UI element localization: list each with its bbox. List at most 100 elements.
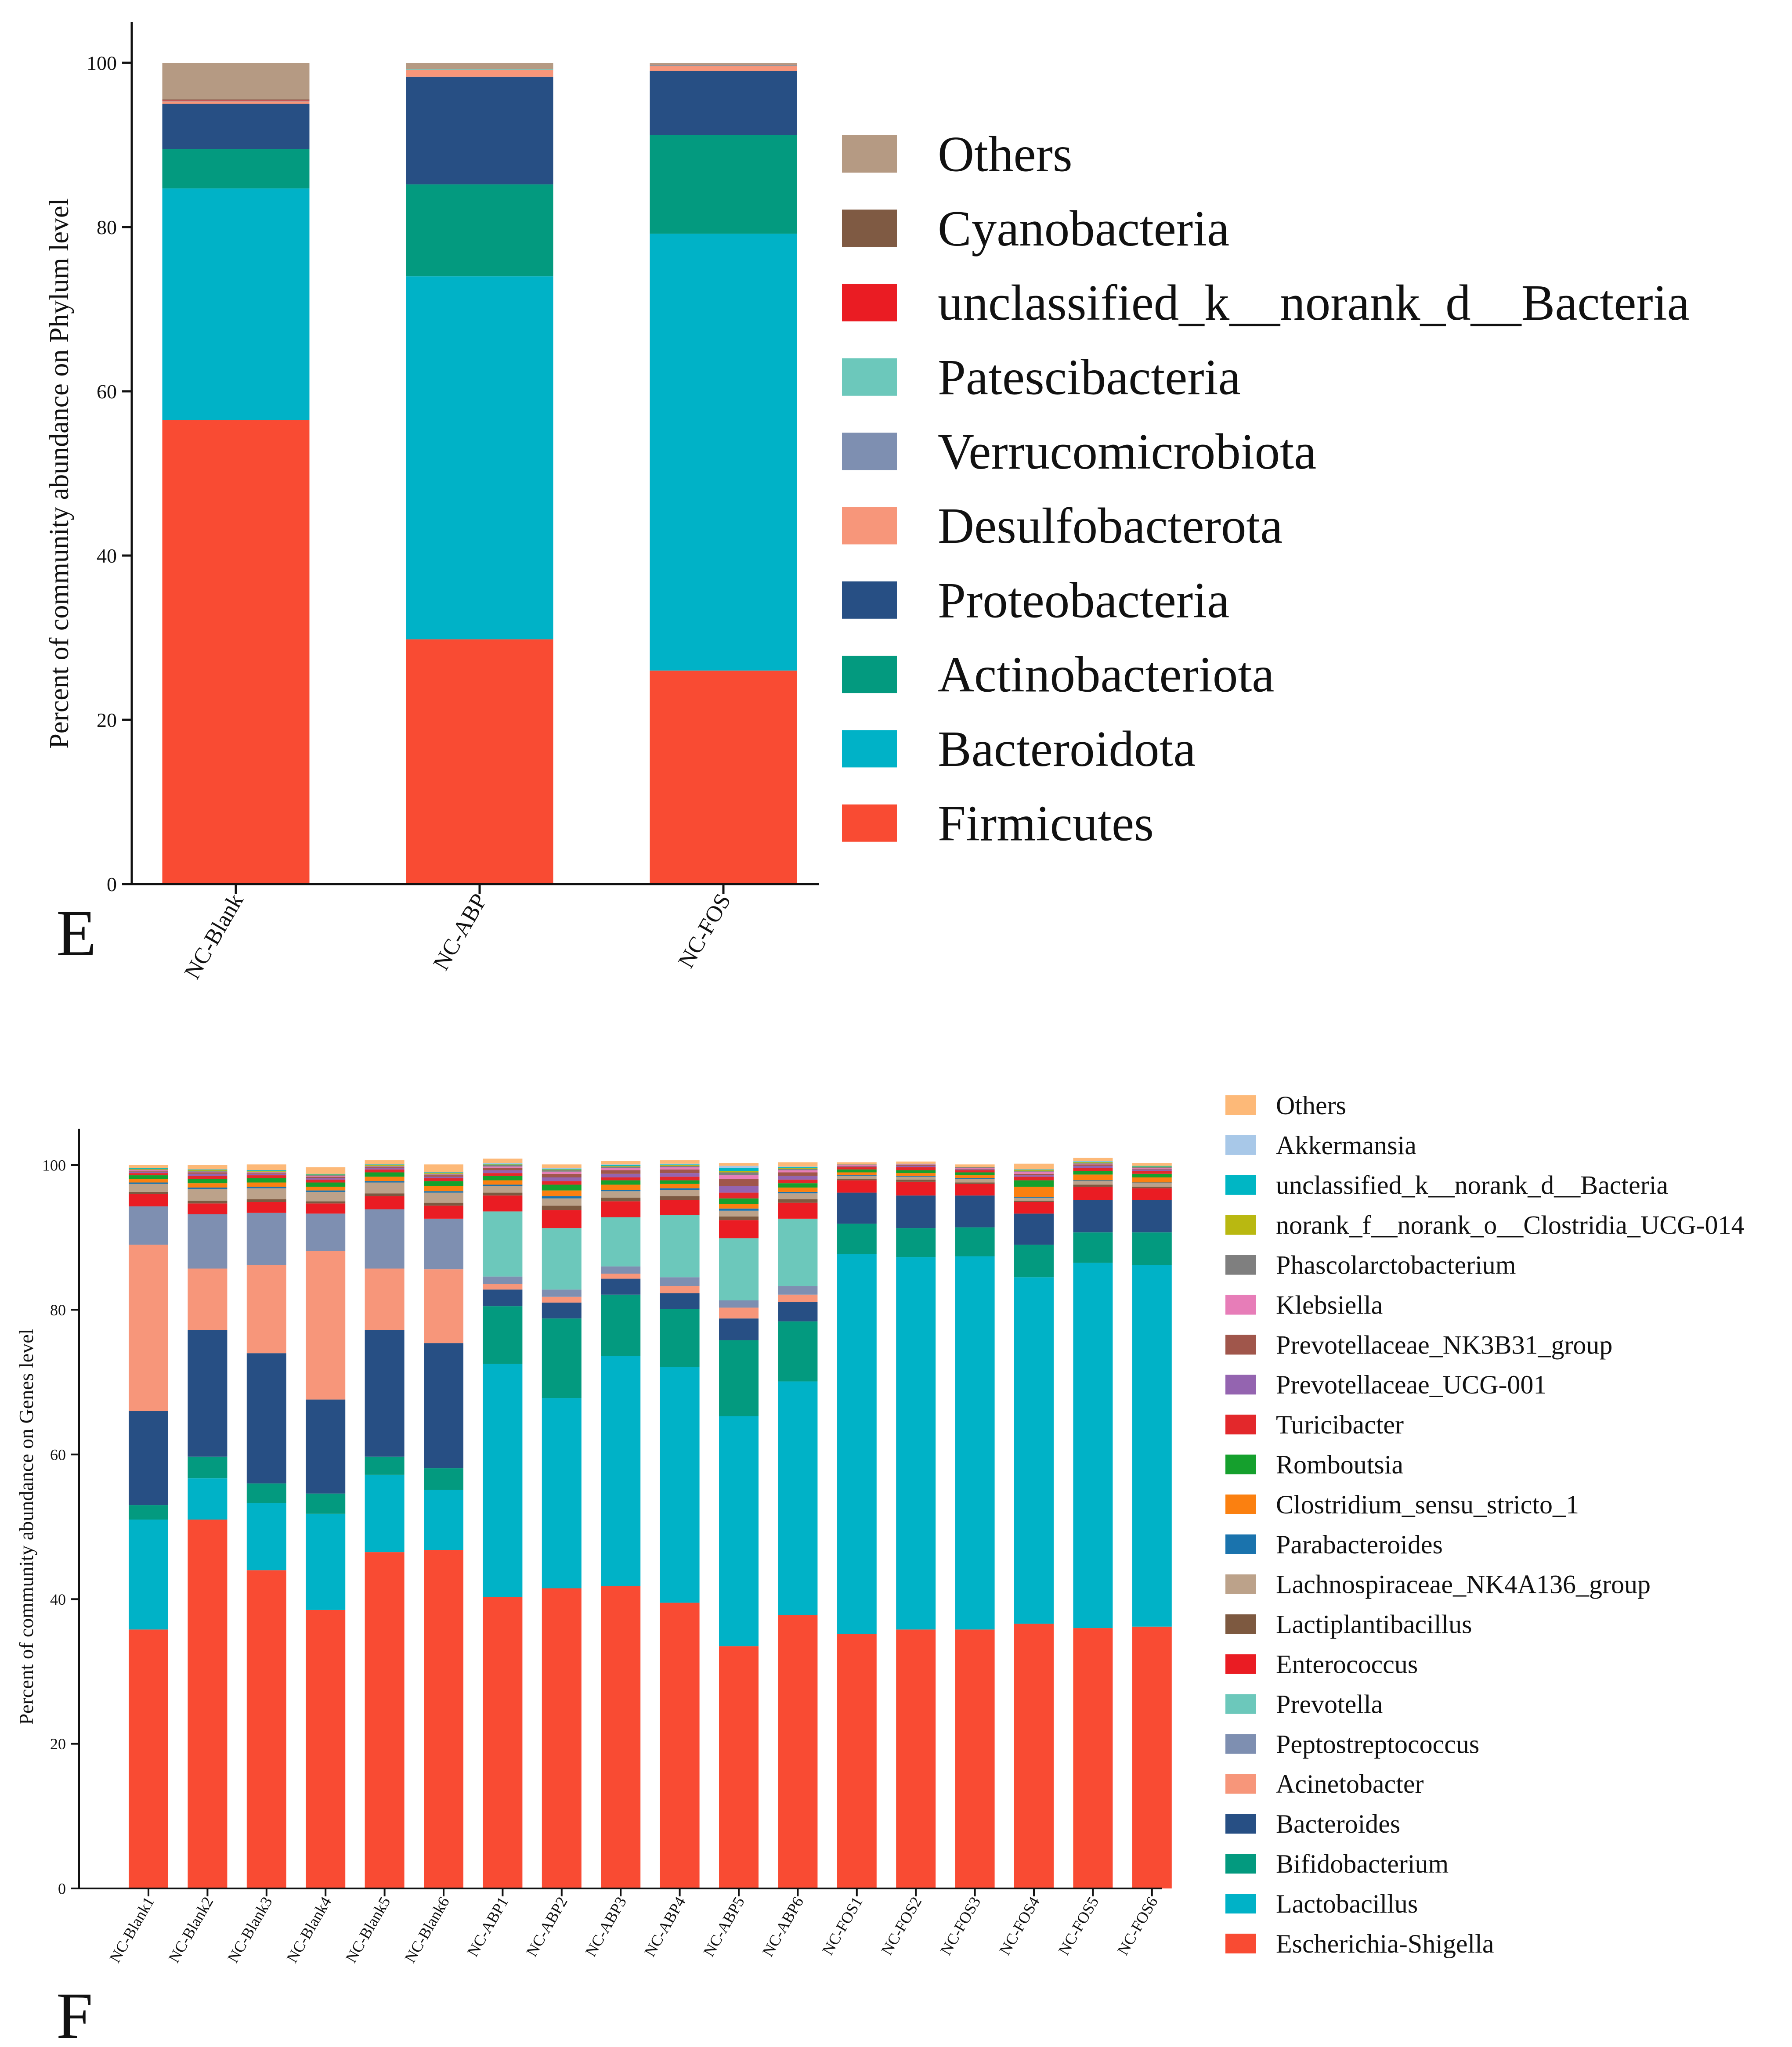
legend-label-escherichia-shigella: Escherichia-Shigella [1276,1929,1494,1958]
legend-swatch-bacteroides [1225,1814,1256,1834]
legend-label-others: Others [1276,1091,1346,1120]
bar-segment-nc-blank2-parabacteroides [188,1188,228,1189]
bar-segment-nc-abp3-klebsiella [601,1168,641,1170]
bar-segment-nc-abp4-klebsiella [660,1167,700,1170]
bar-segment-nc-blank1-prevotellaceae-nk3b31-group [129,1171,168,1172]
bar-segment-nc-fos4-turicibacter [1014,1177,1054,1181]
legend-label-firmicutes: Firmicutes [938,795,1154,851]
bar-segment-nc-abp5-phascolarctobacterium [719,1172,759,1176]
bar-segment-nc-abp6-acinetobacter [778,1294,818,1302]
bar-segment-nc-abp4-parabacteroides [660,1188,700,1190]
legend-swatch-escherichia-shigella [1225,1933,1256,1953]
bar-segment-nc-abp1-prevotellaceae-ucg-001 [483,1170,523,1173]
legend-label-bacteroides: Bacteroides [1276,1809,1400,1838]
bar-segment-nc-blank6-escherichia-shigella [424,1550,463,1888]
legend-swatch-peptostreptococcus [1225,1734,1256,1754]
bar-segment-nc-abp6-lactobacillus [778,1381,818,1615]
bar-segment-nc-abp-proteobacteria [406,76,553,184]
bar-segment-nc-abp6-unclassified-k-norank-d-bacteria [778,1167,818,1168]
bar-segment-nc-abp3-romboutsia [601,1180,641,1185]
bar-segment-nc-fos3-enterococcus [955,1184,995,1196]
bar-segment-nc-blank3-others [246,1164,286,1170]
bar-segment-nc-blank5-klebsiella [365,1166,405,1167]
bar-segment-nc-abp2-parabacteroides [542,1196,582,1199]
bar-segment-nc-abp1-parabacteroides [483,1184,523,1186]
bar-segment-nc-blank-others [162,63,310,100]
bar-segment-nc-abp3-turicibacter [601,1177,641,1181]
legend-swatch-unclassified-k-norank-d-bacteria [1225,1175,1256,1195]
bar-segment-nc-blank3-clostridium-sensu-stricto-1 [246,1182,286,1187]
bar-segment-nc-abp3-clostridium-sensu-stricto-1 [601,1184,641,1190]
bar-segment-nc-fos6-lachnospiraceae-nk4a136-group [1132,1183,1172,1187]
bar-segment-nc-blank4-norank-f-norank-o-clostridia-ucg-014 [306,1174,346,1176]
y-axis-title: Percent of community abundance on Genes … [15,1329,37,1725]
legend-label-desulfobacterota: Desulfobacterota [938,498,1283,554]
bar-segment-nc-abp1-acinetobacter [483,1284,523,1290]
legend-swatch-prevotellaceae-nk3b31-group [1225,1335,1256,1355]
bar-segment-nc-fos5-bacteroides [1073,1200,1113,1233]
bar-segment-nc-abp-firmicutes [406,639,553,884]
bar-segment-nc-abp5-others [719,1163,759,1166]
bar-segment-nc-abp3-escherichia-shigella [601,1586,641,1888]
bar-segment-nc-abp5-clostridium-sensu-stricto-1 [719,1204,759,1209]
bar-segment-nc-abp5-norank-f-norank-o-clostridia-ucg-014 [719,1171,759,1173]
bar-segment-nc-blank4-acinetobacter [306,1251,346,1400]
legend-swatch-enterococcus [1225,1654,1256,1674]
bar-segment-nc-fos6-turicibacter [1132,1171,1172,1174]
bar-segment-nc-abp1-clostridium-sensu-stricto-1 [483,1180,523,1185]
bar-segment-nc-blank1-bacteroides [129,1411,168,1505]
bar-segment-nc-abp4-phascolarctobacterium [660,1166,700,1167]
bar-segment-nc-blank6-acinetobacter [424,1269,463,1343]
bar-segment-nc-fos2-parabacteroides [896,1176,936,1177]
bar-segment-nc-abp3-prevotellaceae-ucg-001 [601,1173,641,1177]
bar-segment-nc-fos1-lactiplantibacillus [837,1179,877,1181]
legend-label-phascolarctobacterium: Phascolarctobacterium [1276,1251,1516,1280]
bar-segment-nc-blank5-escherichia-shigella [365,1552,405,1888]
bar-segment-nc-blank6-klebsiella [424,1174,463,1176]
bar-segment-nc-blank2-bacteroides [188,1330,228,1457]
bar-segment-nc-blank3-lactobacillus [246,1503,286,1570]
y-tick-label-0: 0 [58,1880,66,1898]
y-tick-label-0: 0 [107,873,117,895]
bar-segment-nc-fos1-phascolarctobacterium [837,1164,877,1165]
bar-segment-nc-blank2-romboutsia [188,1179,228,1184]
legend-label-others: Others [938,126,1073,182]
bar-segment-nc-abp5-bifidobacterium [719,1340,759,1416]
bar-segment-nc-abp3-lactobacillus [601,1356,641,1586]
bar-segment-nc-abp3-bacteroides [601,1278,641,1295]
bar-segment-nc-abp6-enterococcus [778,1202,818,1219]
legend-label-acinetobacter: Acinetobacter [1276,1769,1423,1798]
bar-segment-nc-abp4-prevotellaceae-ucg-001 [660,1173,700,1177]
bar-segment-nc-blank2-enterococcus [188,1203,228,1214]
bar-segment-nc-fos1-prevotellaceae-nk3b31-group [837,1166,877,1167]
bar-segment-nc-abp-bacteroidota [406,276,553,639]
bar-segment-nc-abp5-unclassified-k-norank-d-bacteria [719,1168,759,1171]
bar-segment-nc-blank3-bacteroides [246,1353,286,1484]
bar-segment-nc-blank2-others [188,1165,228,1170]
bar-segment-nc-abp5-lactobacillus [719,1416,759,1646]
bar-segment-nc-blank1-others [129,1165,168,1168]
legend-label-norank-f-norank-o-clostridia-ucg-014: norank_f__norank_o__Clostridia_UCG-014 [1276,1211,1745,1240]
bar-segment-nc-abp5-parabacteroides [719,1208,759,1211]
bar-segment-nc-blank3-romboutsia [246,1178,286,1183]
legend-label-patescibacteria: Patescibacteria [938,350,1241,405]
bar-segment-nc-abp4-others [660,1160,700,1164]
bar-segment-nc-fos-others [650,63,797,65]
bar-segment-nc-fos3-clostridium-sensu-stricto-1 [955,1175,995,1178]
bar-segment-nc-fos4-prevotellaceae-nk3b31-group [1014,1173,1054,1176]
legend-swatch-romboutsia [1225,1455,1256,1475]
bar-segment-nc-fos3-prevotellaceae-nk3b31-group [955,1169,995,1170]
bar-segment-nc-fos-patescibacteria [650,65,797,66]
bar-segment-nc-fos3-others [955,1164,995,1167]
bar-segment-nc-abp3-lactiplantibacillus [601,1198,641,1202]
bar-segment-nc-blank1-klebsiella [129,1170,168,1171]
bar-segment-nc-abp1-bacteroides [483,1289,523,1307]
legend-label-akkermansia: Akkermansia [1276,1131,1416,1160]
bar-segment-nc-blank6-romboutsia [424,1181,463,1186]
bar-segment-nc-abp5-akkermansia [719,1166,759,1168]
bar-segment-nc-fos5-turicibacter [1073,1168,1113,1171]
bar-segment-nc-fos3-escherichia-shigella [955,1629,995,1888]
bar-segment-nc-blank4-klebsiella [306,1176,346,1177]
bar-segment-nc-abp1-prevotellaceae-nk3b31-group [483,1168,523,1170]
bar-segment-nc-blank4-lachnospiraceae-nk4a136-group [306,1191,346,1202]
